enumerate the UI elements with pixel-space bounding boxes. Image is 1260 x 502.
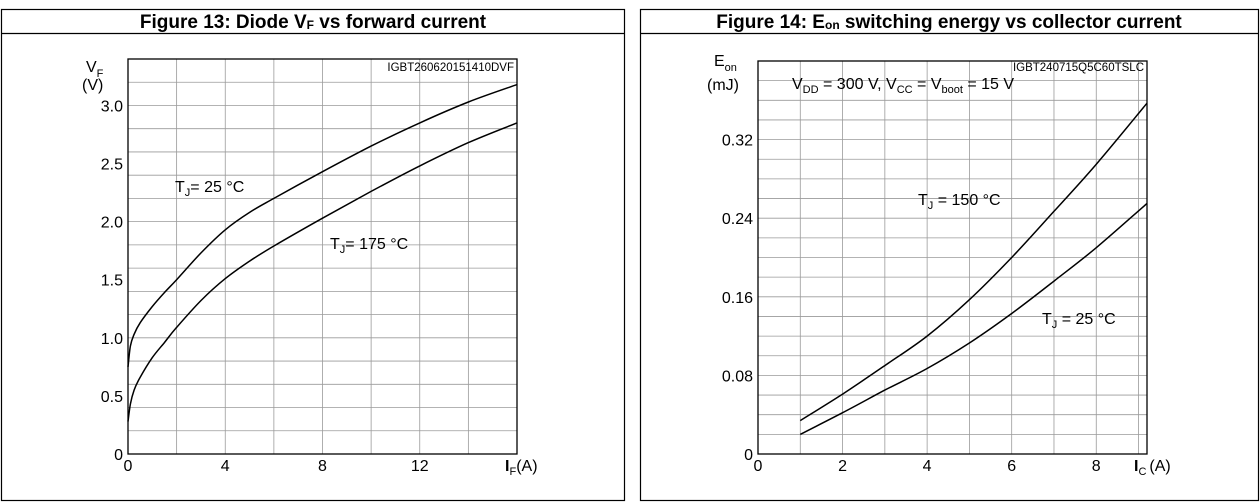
x-tick-label: 4 <box>923 458 932 475</box>
y-tick-labels: 0 0.5 1.0 1.5 2.0 2.5 3.0 <box>101 98 123 464</box>
chart-title: Figure 13: Diode VF vs forward current <box>140 12 487 33</box>
x-axis-label: IF(A) <box>505 458 538 478</box>
x-tick-label: 8 <box>1092 458 1101 475</box>
series-line-25c <box>799 202 1148 436</box>
series-line-150c <box>799 102 1148 422</box>
y-tick-label: 2.0 <box>101 215 123 232</box>
series-curves <box>127 83 518 422</box>
y-tick-labels: 0 0.08 0.16 0.24 0.32 <box>722 133 753 464</box>
y-tick-label: 3.0 <box>101 98 123 115</box>
series-line-175c <box>127 122 518 422</box>
x-tick-label: 0 <box>754 458 763 475</box>
y-axis-label: VF <box>86 59 104 80</box>
series-label-tj-25: TJ= 25 °C <box>175 179 244 199</box>
plot-grid <box>128 59 517 454</box>
series-label-tj-25: TJ = 25 °C <box>1042 311 1116 331</box>
plot-frame <box>127 58 518 455</box>
x-tick-label: 4 <box>221 458 230 475</box>
y-tick-label: 0.24 <box>722 211 753 228</box>
y-tick-label: 1.0 <box>101 331 123 348</box>
y-axis-unit: (mJ) <box>707 77 739 94</box>
x-tick-label: 2 <box>838 458 847 475</box>
figure-code-label: IGBT260620151410DVF <box>387 62 514 74</box>
y-tick-label: 0 <box>114 447 123 464</box>
y-axis-label: Eon <box>714 53 737 74</box>
series-line-25c <box>127 83 518 367</box>
plot-frame <box>757 60 1148 455</box>
panel-eon-energy: Figure 14: Eon switching energy vs colle… <box>639 8 1260 502</box>
x-tick-label: 12 <box>411 458 429 475</box>
plot-grid <box>758 61 1147 454</box>
series-curves <box>799 102 1148 436</box>
y-tick-label: 0.08 <box>722 368 753 385</box>
figure-code-label: IGBT240715Q5C60TSLC <box>1013 62 1144 74</box>
y-tick-label: 0.5 <box>101 389 123 406</box>
series-label-tj-150: TJ = 150 °C <box>918 192 1001 212</box>
y-tick-label: 0 <box>744 447 753 464</box>
panel-border <box>0 8 626 502</box>
x-tick-label: 6 <box>1007 458 1016 475</box>
x-axis-label: IC (A) <box>1134 458 1171 478</box>
series-label-tj-175: TJ= 175 °C <box>330 236 408 256</box>
y-axis-unit: (V) <box>82 77 103 94</box>
x-tick-label: 8 <box>318 458 327 475</box>
panel-diode-vf: Figure 13: Diode VF vs forward current 0… <box>0 8 626 502</box>
x-tick-label: 0 <box>124 458 133 475</box>
panel-border <box>639 8 1260 502</box>
y-tick-label: 0.32 <box>722 133 753 150</box>
x-tick-labels: 0 2 4 6 8 <box>754 458 1101 475</box>
y-tick-label: 1.5 <box>101 273 123 290</box>
x-tick-labels: 0 4 8 12 <box>124 458 429 475</box>
y-tick-label: 0.16 <box>722 290 753 307</box>
y-tick-label: 2.5 <box>101 157 123 174</box>
chart-title: Figure 14: Eon switching energy vs colle… <box>716 12 1182 33</box>
test-conditions: VDD = 300 V, VCC = Vboot = 15 V <box>792 76 1014 96</box>
